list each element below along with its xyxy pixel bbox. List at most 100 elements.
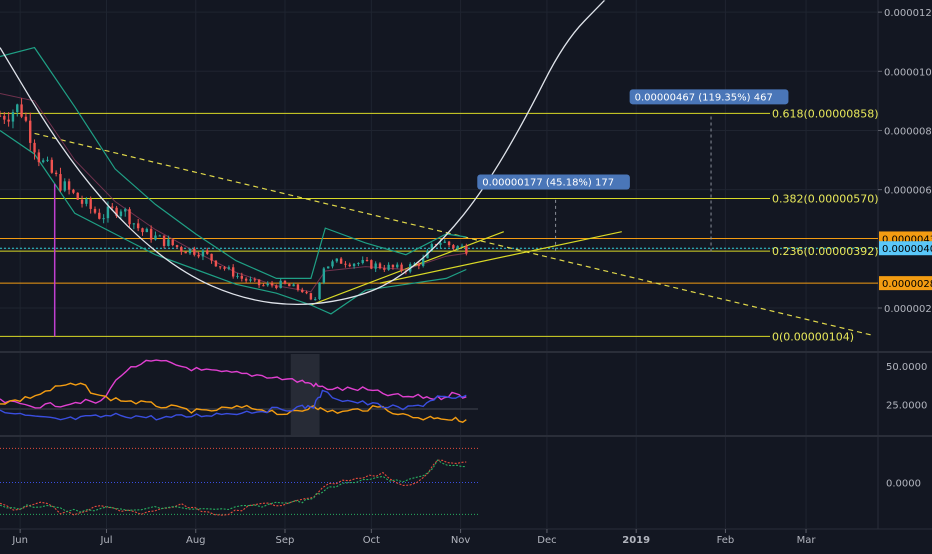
candle-body xyxy=(348,264,351,267)
x-axis-tick-label: Jul xyxy=(99,535,112,546)
candles-group[interactable] xyxy=(0,98,468,301)
candle-body xyxy=(46,159,49,161)
x-axis-tick-label: Nov xyxy=(451,535,471,546)
candle-body xyxy=(318,282,321,300)
candle-body xyxy=(357,263,360,265)
candle-body xyxy=(210,253,213,261)
candle-body xyxy=(257,279,261,286)
candle-body xyxy=(124,209,127,212)
candle-body xyxy=(430,244,434,251)
x-axis-tick-label: Feb xyxy=(717,535,735,546)
candle-body xyxy=(29,120,32,143)
candle-body xyxy=(180,247,183,252)
candle-body xyxy=(33,142,36,153)
candle-body xyxy=(3,115,6,120)
candle-body xyxy=(141,228,144,233)
candle-body xyxy=(378,263,382,269)
candle-body xyxy=(145,228,149,233)
candle-body xyxy=(154,235,157,240)
candle-body xyxy=(266,283,269,286)
candle-body xyxy=(443,241,446,243)
candle-body xyxy=(54,172,58,175)
main-pane[interactable] xyxy=(0,0,878,337)
candle-body xyxy=(85,199,88,204)
x-axis-tick-label: Dec xyxy=(537,535,556,546)
candle-body xyxy=(171,239,174,246)
candle-body xyxy=(309,293,313,300)
candle-body xyxy=(244,278,248,281)
candle-body xyxy=(387,264,390,270)
candle-body xyxy=(223,267,226,269)
candle-body xyxy=(335,258,339,262)
candle-body xyxy=(301,289,304,293)
oscillator-pane-1[interactable] xyxy=(0,359,478,423)
osc1-series-line xyxy=(0,389,467,421)
oscillator-pane-2[interactable] xyxy=(0,447,478,516)
candle-body xyxy=(296,284,300,290)
candle-body xyxy=(231,267,235,277)
fib-level-label: 0.382(0.00000570) xyxy=(772,193,879,206)
candle-body xyxy=(37,152,41,163)
candle-body xyxy=(326,266,330,269)
candle-body xyxy=(439,242,442,245)
candle-body xyxy=(262,285,265,287)
x-axis-tick-label: Sep xyxy=(276,535,295,546)
y-axis-tick-label: 0.00001000 xyxy=(884,67,932,78)
osc2-series-line xyxy=(0,459,467,516)
candle-body xyxy=(331,261,334,267)
candle-body xyxy=(41,160,45,163)
candle-body xyxy=(128,209,131,225)
axes-layer: 0.00001200 0.00001000 0.00000800 0.00000600… xyxy=(11,8,932,546)
candle-body xyxy=(249,279,252,281)
candle-body xyxy=(59,174,62,191)
candle-body xyxy=(305,292,308,294)
candle-body xyxy=(16,104,19,113)
candle-body xyxy=(214,260,218,267)
x-axis-tick-label: 2019 xyxy=(622,535,650,546)
support-trendline[interactable] xyxy=(379,231,622,284)
parabolic-arc[interactable] xyxy=(0,0,606,305)
candle-body xyxy=(253,279,256,281)
candle-body xyxy=(167,239,170,246)
osc1-y-tick-label: 25.0000 xyxy=(886,400,927,411)
candle-body xyxy=(72,189,75,193)
candle-body xyxy=(162,235,166,246)
x-axis-tick-label: Mar xyxy=(797,535,817,546)
measure-label-text: 0.00000467 (119.35%) 467 xyxy=(635,92,773,103)
candle-body xyxy=(0,115,2,117)
candle-body xyxy=(206,250,209,254)
fib-level-label: 0(0.00000104) xyxy=(772,330,854,343)
candle-body xyxy=(396,264,399,268)
candle-body xyxy=(460,245,464,247)
price-label-box xyxy=(879,241,932,256)
candle-body xyxy=(391,264,395,268)
candle-body xyxy=(240,275,244,279)
candle-body xyxy=(339,258,343,264)
fib-level-label: 0.236(0.00000392) xyxy=(772,245,879,258)
candle-body xyxy=(417,263,421,266)
candle-body xyxy=(456,246,459,249)
candle-body xyxy=(344,263,347,265)
candle-body xyxy=(283,280,287,284)
support-trendline[interactable] xyxy=(310,231,504,306)
candle-body xyxy=(279,280,282,289)
candle-body xyxy=(136,223,140,229)
x-axis-tick-label: Oct xyxy=(363,535,380,546)
candle-body xyxy=(236,275,239,277)
candle-body xyxy=(374,263,377,269)
bollinger-lower-band xyxy=(0,130,467,315)
bollinger-middle-band xyxy=(0,93,467,293)
candle-body xyxy=(201,250,205,257)
y-axis-tick-label: 0.00000200 xyxy=(884,304,932,315)
candle-body xyxy=(24,116,28,121)
osc2-series-line xyxy=(0,459,467,513)
osc1-series-line xyxy=(0,359,467,409)
candle-body xyxy=(132,223,136,225)
candle-body xyxy=(184,251,187,254)
candle-body xyxy=(11,112,15,122)
candle-body xyxy=(106,206,110,219)
candle-body xyxy=(102,218,105,220)
candle-body xyxy=(63,181,66,191)
